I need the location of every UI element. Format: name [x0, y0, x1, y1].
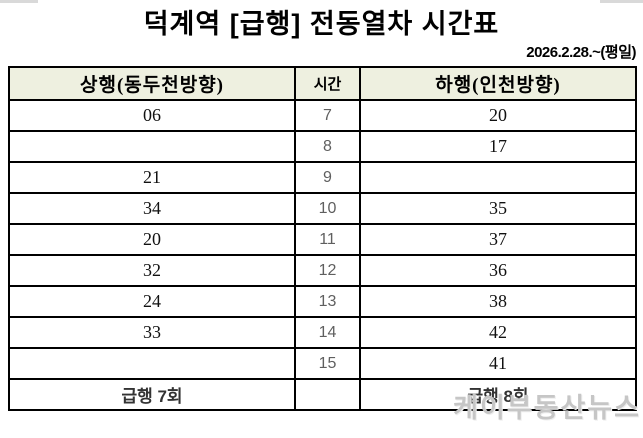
hour-cell: 7: [294, 99, 361, 132]
up-minute-cell: 24: [8, 285, 296, 318]
footer-row: 급행 7회 급행 8회: [8, 378, 637, 411]
up-minute-cell: 34: [8, 192, 296, 225]
hour-cell: 8: [294, 130, 361, 163]
table-row: 33 14 42: [8, 316, 637, 349]
table-row: 34 10 35: [8, 192, 637, 225]
down-minute-cell: 42: [359, 316, 637, 349]
header-time: 시간: [294, 66, 361, 101]
table-row: 32 12 36: [8, 254, 637, 287]
table-row: 24 13 38: [8, 285, 637, 318]
up-total-cell: 급행 7회: [8, 378, 296, 411]
table-row: 20 11 37: [8, 223, 637, 256]
down-minute-cell: 41: [359, 347, 637, 380]
timetable: 상행(동두천방향) 시간 하행(인천방향) 06 7 20 8 17 21 9: [8, 66, 637, 411]
effective-date: 2026.2.28.~(평일): [526, 44, 636, 61]
table-row: 15 41: [8, 347, 637, 380]
down-total-cell: 급행 8회: [359, 378, 637, 411]
up-minute-cell: 21: [8, 161, 296, 194]
footer-time-cell: [294, 378, 361, 411]
down-minute-cell: 36: [359, 254, 637, 287]
corner-artifact-left: [0, 0, 38, 3]
up-minute-cell: [8, 130, 296, 163]
hour-cell: 13: [294, 285, 361, 318]
header-row: 상행(동두천방향) 시간 하행(인천방향): [8, 66, 637, 101]
page-title: 덕계역 [급행] 전동열차 시간표: [143, 9, 500, 39]
down-minute-cell: 38: [359, 285, 637, 318]
hour-cell: 11: [294, 223, 361, 256]
table-row: 8 17: [8, 130, 637, 163]
down-minute-cell: 17: [359, 130, 637, 163]
up-minute-cell: 20: [8, 223, 296, 256]
down-minute-cell: [359, 161, 637, 194]
up-minute-cell: 32: [8, 254, 296, 287]
table-row: 21 9: [8, 161, 637, 194]
down-minute-cell: 37: [359, 223, 637, 256]
down-minute-cell: 20: [359, 99, 637, 132]
hour-cell: 10: [294, 192, 361, 225]
up-minute-cell: [8, 347, 296, 380]
down-minute-cell: 35: [359, 192, 637, 225]
hour-cell: 15: [294, 347, 361, 380]
header-up-direction: 상행(동두천방향): [8, 66, 296, 101]
hour-cell: 9: [294, 161, 361, 194]
header-down-direction: 하행(인천방향): [359, 66, 637, 101]
up-minute-cell: 33: [8, 316, 296, 349]
hour-cell: 12: [294, 254, 361, 287]
table-row: 06 7 20: [8, 99, 637, 132]
corner-artifact-right: [600, 0, 643, 3]
up-minute-cell: 06: [8, 99, 296, 132]
hour-cell: 14: [294, 316, 361, 349]
